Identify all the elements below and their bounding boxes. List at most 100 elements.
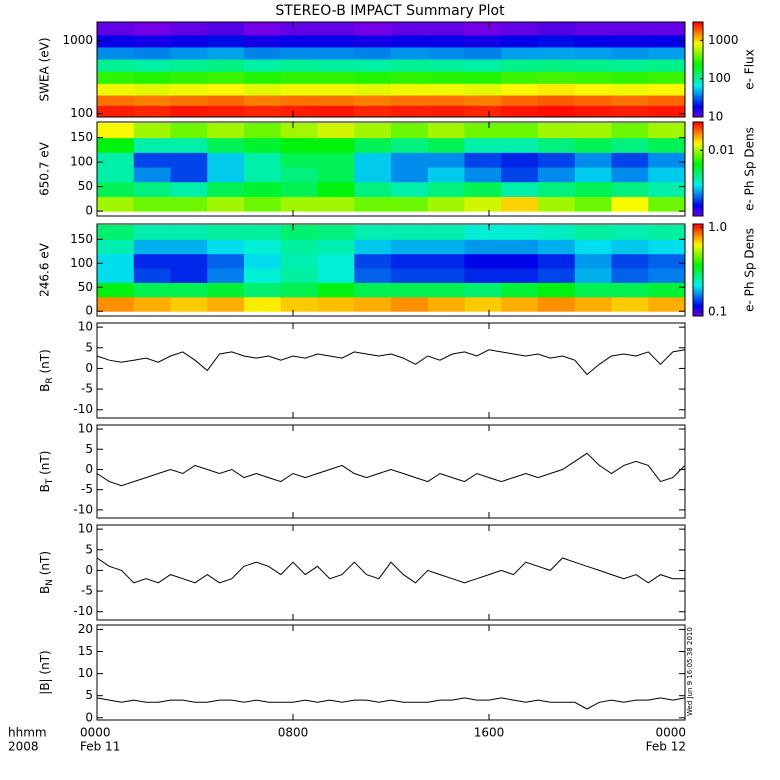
colorbar-label: e- Flux xyxy=(743,49,757,89)
heatmap-cell xyxy=(574,268,612,283)
heatmap-cell xyxy=(280,105,318,118)
heatmap-cell xyxy=(538,282,576,298)
heatmap-cell xyxy=(501,224,539,240)
heatmap-cell xyxy=(170,46,208,60)
colorbar-swatch xyxy=(693,154,703,158)
heatmap-cell xyxy=(648,152,686,168)
y-tick-label: 5 xyxy=(85,442,93,456)
heatmap-cell xyxy=(207,46,245,60)
colorbar-swatch xyxy=(693,242,703,246)
heatmap-cell xyxy=(391,196,429,212)
colorbar-swatch xyxy=(693,267,703,271)
x-tick-label: 1600 xyxy=(474,726,505,740)
heatmap-cell xyxy=(427,71,465,84)
colorbar-swatch xyxy=(693,107,703,111)
heatmap-cell xyxy=(391,224,429,240)
heatmap-cell xyxy=(574,83,612,96)
panel-frame xyxy=(96,223,686,317)
heatmap-cell xyxy=(354,95,392,106)
colorbar-swatch xyxy=(693,129,703,132)
y-tick-label: 10 xyxy=(78,422,93,436)
heatmap-cell xyxy=(391,181,429,197)
heatmap-cell xyxy=(464,152,502,168)
heatmap-cell xyxy=(648,167,686,183)
heatmap-cell xyxy=(354,181,392,197)
heatmap-cell xyxy=(464,296,502,312)
heatmap-cell xyxy=(280,167,318,183)
heatmap-cell xyxy=(317,46,355,60)
start-date: Feb 11 xyxy=(80,740,120,754)
heatmap-cell xyxy=(280,95,318,106)
heatmap-cell xyxy=(464,167,502,183)
heatmap-cell xyxy=(280,224,318,240)
colorbar-swatch xyxy=(693,249,703,253)
heatmap-cell xyxy=(391,137,429,153)
heatmap-cell xyxy=(574,196,612,212)
time-unit-label: hhmm xyxy=(8,726,47,740)
heatmap-cell xyxy=(207,296,245,312)
heatmap-cell xyxy=(427,95,465,106)
y-tick-label: 5 xyxy=(85,340,93,354)
heatmap-cell xyxy=(501,95,539,106)
heatmap-cell xyxy=(207,152,245,168)
colorbar-swatch xyxy=(693,169,703,172)
y-tick-label: 0 xyxy=(85,563,93,577)
heatmap-cell xyxy=(501,181,539,197)
heatmap-cell xyxy=(317,253,355,269)
colorbar-swatch xyxy=(693,36,703,40)
heatmap-cell xyxy=(317,105,355,118)
heatmap-cell xyxy=(354,268,392,283)
heatmap-cell xyxy=(427,282,465,298)
colorbar-swatch xyxy=(693,185,703,189)
colorbar-swatch xyxy=(693,62,703,66)
colorbar-frame xyxy=(692,121,704,217)
y-tick-label: -10 xyxy=(73,402,93,416)
heatmap-cell xyxy=(97,137,135,153)
heatmap-cell xyxy=(207,282,245,298)
heatmap-cell xyxy=(280,22,318,36)
colorbar-swatch xyxy=(693,69,703,73)
heatmap-cell xyxy=(611,152,649,168)
heatmap-cell xyxy=(391,282,429,298)
heatmap-cell xyxy=(574,152,612,168)
heatmap-cell xyxy=(427,181,465,197)
y-tick-label: 0 xyxy=(85,361,93,375)
heatmap-cell xyxy=(354,59,392,72)
heatmap-cell xyxy=(427,59,465,72)
heatmap-cell xyxy=(574,105,612,118)
colorbar-swatch xyxy=(693,105,703,108)
colorbar-swatch xyxy=(693,100,703,104)
colorbar-swatch xyxy=(693,226,703,230)
heatmap-cell xyxy=(611,268,649,283)
colorbar-swatch xyxy=(693,224,703,227)
heatmap-cell xyxy=(244,71,282,84)
heatmap-cell xyxy=(207,167,245,183)
colorbar-swatch xyxy=(693,52,703,56)
colorbar-swatch xyxy=(693,38,703,42)
colorbar-swatch xyxy=(693,306,703,310)
heatmap-cell xyxy=(464,105,502,118)
heatmap-cell xyxy=(354,224,392,240)
heatmap-cell xyxy=(354,253,392,269)
heatmap-cell xyxy=(317,122,355,139)
colorbar-swatch xyxy=(693,180,703,184)
heatmap-cell xyxy=(574,95,612,106)
heatmap-cell xyxy=(538,239,576,255)
heatmap-cell xyxy=(538,83,576,96)
y-tick-label: -10 xyxy=(73,604,93,618)
heatmap-cell xyxy=(648,34,686,48)
colorbar-swatch xyxy=(693,112,703,116)
heatmap-cell xyxy=(464,59,502,72)
heatmap-cell xyxy=(354,137,392,153)
colorbar-swatch xyxy=(693,133,703,137)
heatmap-cell xyxy=(538,296,576,312)
y-label-main: B xyxy=(38,484,52,492)
heatmap-cell xyxy=(97,22,135,36)
heatmap-cell xyxy=(538,59,576,72)
heatmap-cell xyxy=(574,167,612,183)
heatmap-cell xyxy=(648,83,686,96)
heatmap-cell xyxy=(574,122,612,139)
heatmap-cell xyxy=(574,296,612,312)
heatmap-cell xyxy=(501,34,539,48)
colorbar-swatch xyxy=(693,57,703,61)
